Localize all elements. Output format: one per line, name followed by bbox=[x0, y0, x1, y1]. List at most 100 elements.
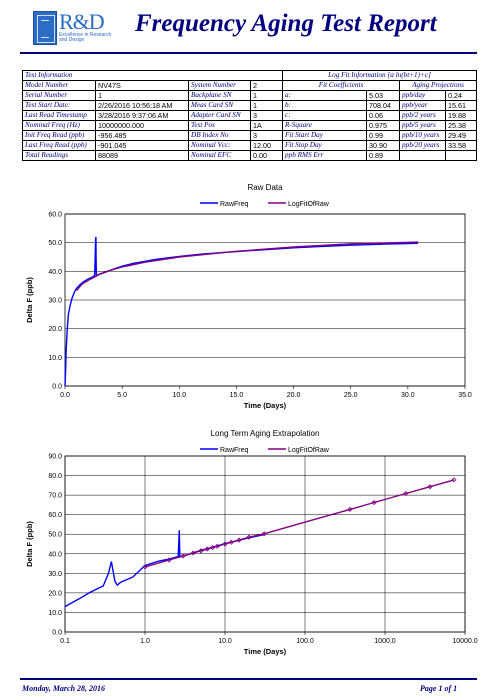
fit-value: 30.90 bbox=[366, 140, 400, 151]
series-marker bbox=[198, 548, 204, 554]
logo-text: R&D bbox=[59, 9, 105, 34]
projection-label: ppb/10 years bbox=[399, 130, 446, 141]
fit-value: 708.04 bbox=[366, 100, 400, 111]
test-info-table: Test Information Log Fit Information [a … bbox=[22, 70, 477, 161]
y-tick-label: 20.0 bbox=[48, 590, 62, 597]
series-marker bbox=[246, 534, 252, 540]
row-value: 1 bbox=[95, 90, 189, 101]
row-value: 88089 bbox=[95, 150, 189, 161]
projection-label: ppb/2 years bbox=[399, 110, 446, 121]
footer-rule bbox=[20, 678, 477, 680]
projection-value: 29.49 bbox=[445, 130, 477, 141]
y-tick-label: 60.0 bbox=[48, 212, 62, 219]
raw-data-chart: Raw Data RawFreq LogFitOfRaw 0.0 10.0 20.0 30.… bbox=[25, 183, 472, 410]
x-tick-label: 100.0 bbox=[296, 638, 314, 645]
row-value: 1A bbox=[250, 120, 283, 131]
y-axis-label: Delta F (ppb) bbox=[25, 521, 34, 567]
y-tick-label: 60.0 bbox=[48, 512, 62, 519]
fit-label: c: bbox=[282, 110, 367, 121]
row-value: 10000000.000 bbox=[95, 120, 189, 131]
logo-tagline: Excellence in Research and Design bbox=[59, 32, 112, 43]
fit-label: R-Square bbox=[282, 120, 367, 131]
series-marker bbox=[261, 531, 267, 537]
y-tick-label: 0.0 bbox=[52, 630, 62, 637]
x-axis-label: Time (Days) bbox=[244, 647, 287, 656]
y-tick-label: 0.0 bbox=[52, 384, 62, 391]
series-marker bbox=[451, 477, 457, 483]
y-tick-label: 80.0 bbox=[48, 473, 62, 480]
row-value: 0.00 bbox=[250, 150, 283, 161]
series-marker bbox=[166, 557, 172, 563]
x-tick-label: 1000.0 bbox=[374, 638, 396, 645]
footer-page: Page 1 of 1 bbox=[420, 684, 458, 693]
projection-label: ppb/5 years bbox=[399, 120, 446, 131]
fit-value: 0.99 bbox=[366, 130, 400, 141]
y-tick-label: 30.0 bbox=[48, 571, 62, 578]
series-marker bbox=[204, 546, 210, 552]
projection-value bbox=[445, 150, 477, 161]
y-tick-label: 90.0 bbox=[48, 454, 62, 461]
legend-label: LogFitOfRaw bbox=[288, 201, 330, 208]
y-axis-label: Delta F (ppb) bbox=[25, 277, 34, 323]
series-line-logfitofraw bbox=[75, 241, 419, 291]
series-marker bbox=[403, 490, 409, 497]
row-label: Total Readings bbox=[22, 150, 96, 161]
projection-value: 33.58 bbox=[445, 140, 477, 151]
series-marker bbox=[371, 499, 377, 506]
fit-value: 5.03 bbox=[366, 90, 400, 101]
log-fit-header: Log Fit Information [a ln(bt+1)+c] bbox=[282, 70, 477, 81]
row-value: 3 bbox=[250, 130, 283, 141]
series-marker bbox=[427, 484, 433, 490]
row-label: Test Pos bbox=[188, 120, 251, 131]
row-label: Model Number bbox=[22, 80, 96, 91]
series-marker bbox=[347, 506, 353, 512]
row-label: Nominal Freq (Hz) bbox=[22, 120, 96, 131]
x-tick-label: 1.0 bbox=[140, 638, 150, 645]
row-value: 12.00 bbox=[250, 140, 283, 151]
y-tick-label: 70.0 bbox=[48, 493, 62, 500]
row-label: Last Freq Read (ppb) bbox=[22, 140, 96, 151]
row-value: 2/26/2016 10:56:18 AM bbox=[95, 100, 189, 111]
y-tick-label: 20.0 bbox=[48, 326, 62, 333]
x-tick-label: 10.0 bbox=[218, 638, 232, 645]
chart-legend: RawFreq LogFitOfRaw bbox=[200, 447, 330, 454]
row-value: 2 bbox=[250, 80, 283, 91]
row-label: System Number bbox=[188, 80, 251, 91]
x-tick-label: 35.0 bbox=[458, 392, 472, 399]
x-tick-label: 0.1 bbox=[60, 638, 70, 645]
row-value: 3/28/2016 9:37:06 AM bbox=[95, 110, 189, 121]
row-value: NV47S bbox=[95, 80, 189, 91]
report-title: Frequency Aging Test Report bbox=[135, 10, 437, 37]
x-tick-label: 25.0 bbox=[344, 392, 358, 399]
series-marker bbox=[228, 539, 234, 545]
row-label: Test Start Date: bbox=[22, 100, 96, 111]
series-marker bbox=[142, 564, 148, 570]
series-marker bbox=[236, 537, 242, 543]
series-marker bbox=[214, 543, 220, 549]
x-tick-label: 10.0 bbox=[172, 392, 186, 399]
x-tick-label: 15.0 bbox=[230, 392, 244, 399]
fit-value: 0.06 bbox=[366, 110, 400, 121]
row-label: Nominal Vcc: bbox=[188, 140, 251, 151]
row-value: 1 bbox=[250, 90, 283, 101]
fit-label: a: bbox=[282, 90, 367, 101]
fit-value: 0.89 bbox=[366, 150, 400, 161]
series-marker bbox=[210, 544, 216, 551]
y-tick-label: 10.0 bbox=[48, 355, 62, 362]
row-label: Nominal EFC bbox=[188, 150, 251, 161]
y-tick-label: 40.0 bbox=[48, 551, 62, 558]
projection-value: 15.61 bbox=[445, 100, 477, 111]
test-info-header: Test Information bbox=[22, 70, 283, 81]
projection-value: 0.24 bbox=[445, 90, 477, 101]
row-label: Backplane SN bbox=[188, 90, 251, 101]
footer-date: Monday, March 28, 2016 bbox=[22, 684, 106, 693]
plot-area bbox=[64, 455, 466, 633]
fit-coefficients-header: Fit Coefficients bbox=[282, 80, 400, 91]
chart-legend: RawFreq LogFitOfRaw bbox=[200, 201, 330, 208]
projection-label: ppb/day bbox=[399, 90, 446, 101]
row-label: Meas Card SN bbox=[188, 100, 251, 111]
series-marker bbox=[180, 553, 186, 559]
x-tick-label: 10000.0 bbox=[452, 638, 477, 645]
row-value: -956.485 bbox=[95, 130, 189, 141]
legend-label: RawFreq bbox=[220, 447, 249, 454]
